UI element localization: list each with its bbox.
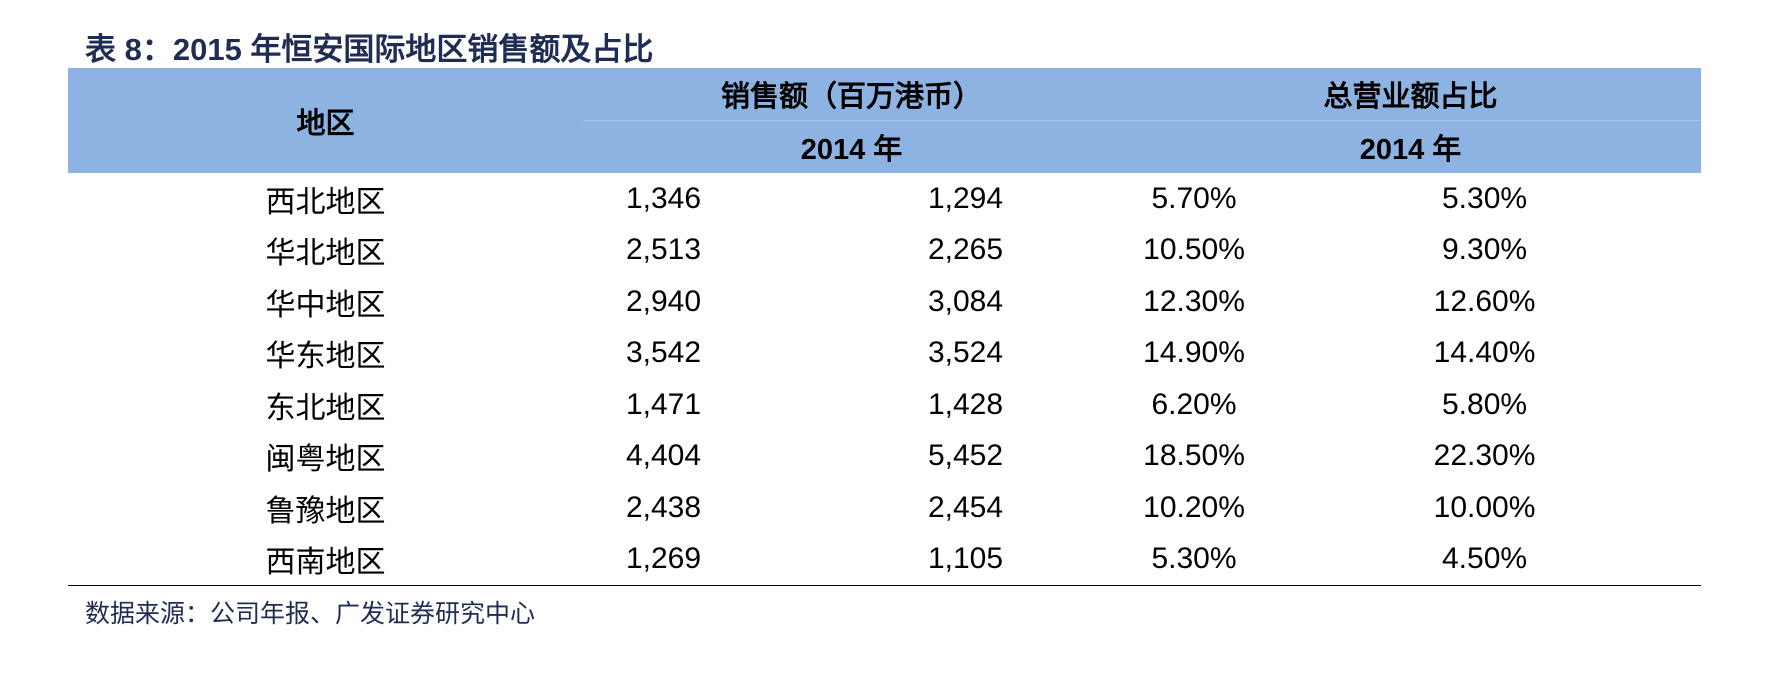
- value-cell: 18.50%: [1143, 439, 1245, 473]
- header-share: 总营业额占比: [1120, 68, 1702, 121]
- value-cell: 12.30%: [1143, 284, 1245, 318]
- value-cell: 4,404: [625, 439, 702, 473]
- header-region: 地区: [68, 68, 583, 173]
- value-cell: 1,294: [927, 181, 1004, 215]
- value-cell: 2,940: [625, 284, 702, 318]
- value-cell: 2,513: [625, 233, 702, 267]
- table-row: 华东地区 3,542 3,524 14.90% 14.40%: [68, 328, 1701, 380]
- value-cell: 1,269: [583, 533, 852, 586]
- value-cell: 3,542: [625, 336, 702, 370]
- table-row: 东北地区 1,471 1,428 6.20% 5.80%: [68, 379, 1701, 431]
- value-cell: 2,265: [927, 233, 1004, 267]
- value-cell: 5,452: [927, 439, 1004, 473]
- value-cell: 10.00%: [1433, 490, 1536, 524]
- value-cell: 14.90%: [1143, 336, 1245, 370]
- value-cell: 3,084: [927, 284, 1004, 318]
- value-cell: 12.60%: [1433, 284, 1536, 318]
- value-cell: 5.70%: [1151, 181, 1237, 215]
- table-row: 西南地区 1,269 1,105 5.30% 4.50%: [68, 533, 1702, 586]
- table-row: 闽粤地区 4,404 5,452 18.50% 22.30%: [68, 431, 1701, 483]
- region-cell: 华东地区: [265, 340, 386, 374]
- region-cell: 东北地区: [265, 391, 386, 425]
- value-cell: 9.30%: [1441, 233, 1528, 267]
- table-row: 华北地区 2,513 2,265 10.50% 9.30%: [68, 225, 1701, 277]
- value-cell: 10.20%: [1143, 490, 1245, 524]
- header-sales-year: 2014 年: [583, 120, 1121, 173]
- sales-table: 地区 销售额（百万港币） 总营业额占比 2014 年 2014 年 西北地区 1,…: [68, 68, 1702, 586]
- value-cell: 1,105: [852, 533, 1121, 586]
- table-title: 表 8：2015 年恒安国际地区销售额及占比: [85, 32, 654, 67]
- value-cell: 1,428: [927, 387, 1004, 421]
- value-cell: 1,471: [625, 387, 702, 421]
- table-row: 华中地区 2,940 3,084 12.30% 12.60%: [68, 276, 1701, 328]
- header-sales: 销售额（百万港币）: [583, 68, 1121, 121]
- table-row: 西北地区 1,346 1,294 5.70% 5.30%: [68, 173, 1701, 225]
- table-row: 鲁豫地区 2,438 2,454 10.20% 10.00%: [68, 482, 1701, 534]
- region-cell: 西南地区: [68, 533, 583, 586]
- region-cell: 西北地区: [265, 185, 386, 219]
- header-share-year: 2014 年: [1120, 120, 1702, 173]
- value-cell: 5.30%: [1441, 181, 1528, 215]
- table-body: 西北地区 1,346 1,294 5.70% 5.30% 华北地区 2,513 2,265 10…: [68, 173, 1702, 586]
- value-cell: 22.30%: [1433, 439, 1536, 473]
- value-cell: 4.50%: [1410, 533, 1702, 586]
- value-cell: 1,346: [625, 181, 702, 215]
- region-cell: 华中地区: [265, 288, 386, 322]
- value-cell: 2,438: [625, 490, 702, 524]
- value-cell: 14.40%: [1433, 336, 1536, 370]
- region-cell: 闽粤地区: [265, 443, 386, 477]
- value-cell: 5.30%: [1120, 533, 1411, 586]
- source-note: 数据来源：公司年报、广发证券研究中心: [85, 600, 536, 628]
- value-cell: 2,454: [927, 490, 1004, 524]
- region-cell: 鲁豫地区: [265, 494, 386, 528]
- value-cell: 3,524: [927, 336, 1004, 370]
- value-cell: 5.80%: [1441, 387, 1528, 421]
- value-cell: 6.20%: [1151, 387, 1237, 421]
- region-cell: 华北地区: [265, 237, 386, 271]
- value-cell: 10.50%: [1143, 233, 1245, 267]
